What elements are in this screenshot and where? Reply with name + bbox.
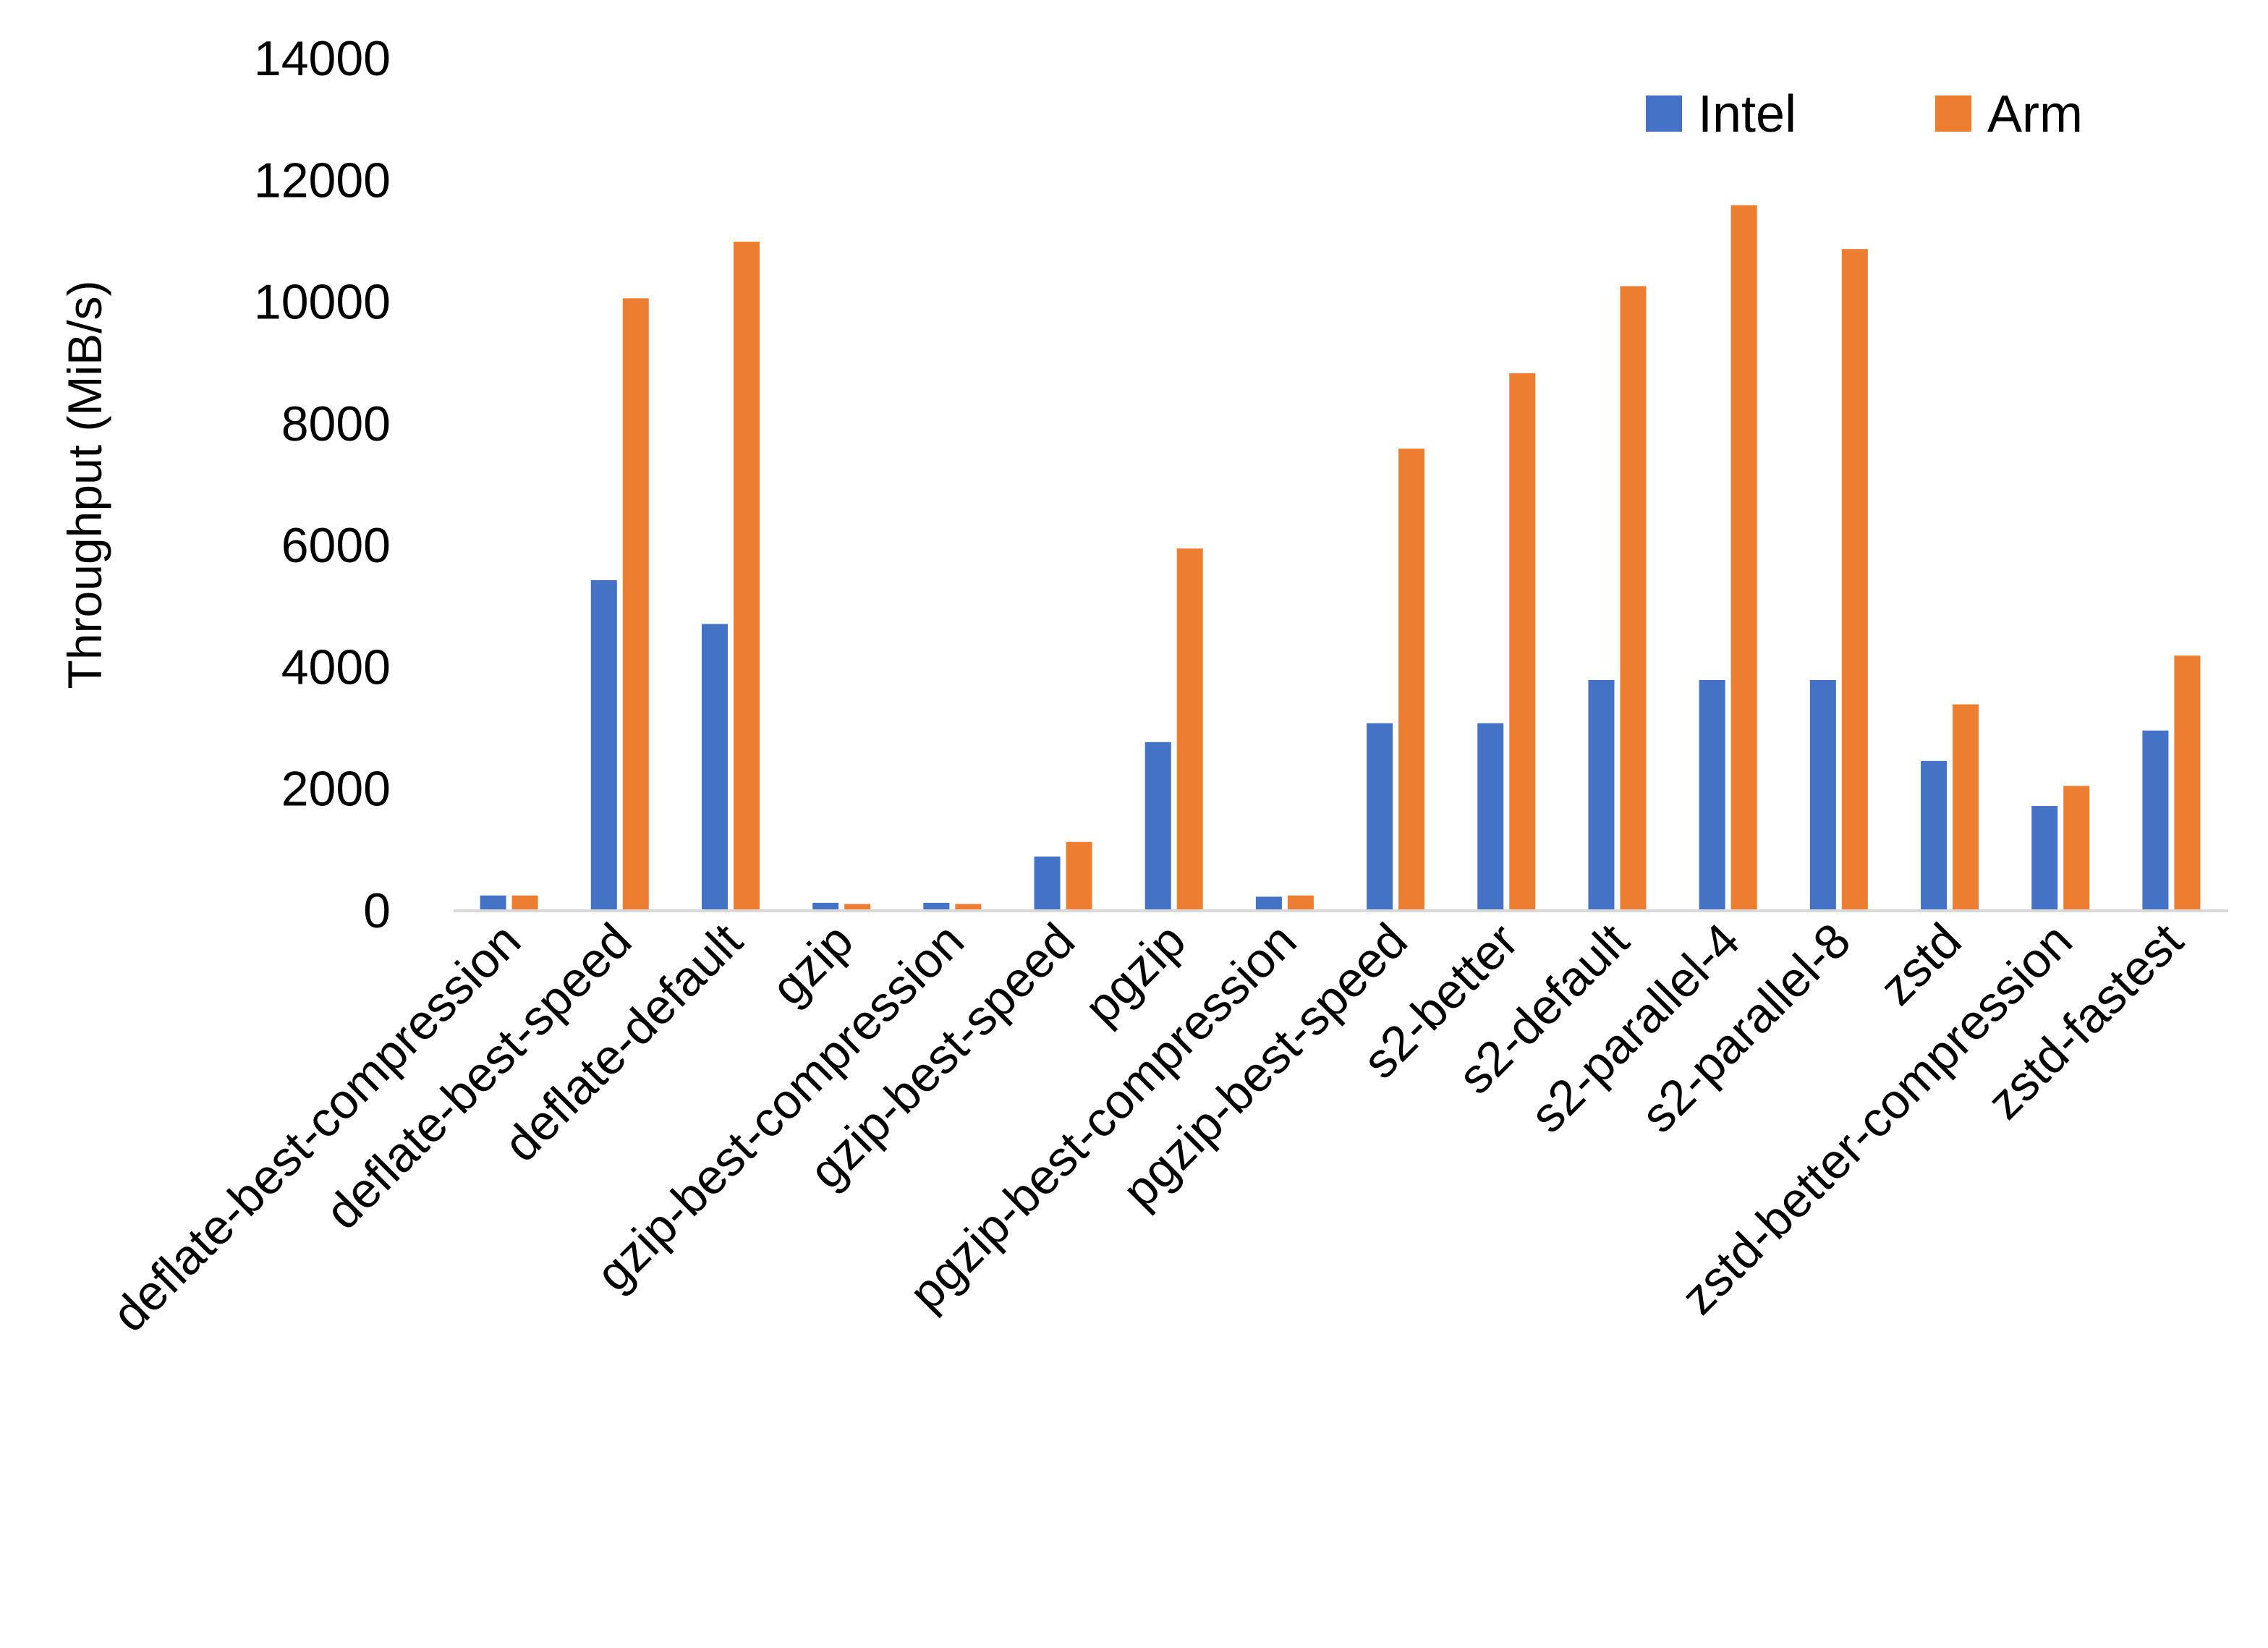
bar-intel-s2-better [1477,723,1504,910]
bar-arm-s2-parallel-8 [1841,249,1868,910]
bar-arm-deflate-best-speed [622,298,649,911]
bar-arm-pgzip-best-compression [1287,895,1314,910]
legend-swatch-arm [1935,95,1971,132]
bar-intel-pgzip-best-compression [1255,896,1282,910]
bar-arm-zstd-fastest [2174,655,2201,910]
bar-arm-deflate-best-compression [511,895,538,910]
bar-arm-gzip-best-speed [1066,841,1092,910]
legend-label-arm: Arm [1987,85,2083,143]
bar-intel-deflate-default [701,624,728,910]
bar-intel-gzip [812,902,839,910]
y-axis-label: Throughput (MiB/s) [58,281,111,689]
bar-intel-gzip-best-speed [1034,856,1061,910]
bar-intel-zstd-better-compression [2031,806,2058,910]
y-tick-label: 6000 [281,518,391,573]
bar-intel-s2-parallel-8 [1809,679,1836,910]
bar-arm-s2-parallel-4 [1730,205,1757,910]
y-tick-label: 2000 [281,762,391,817]
bar-arm-pgzip-best-speed [1398,449,1425,910]
legend-label-intel: Intel [1698,85,1796,143]
bar-intel-gzip-best-compression [923,902,950,910]
y-tick-label: 10000 [254,275,391,330]
legend-swatch-intel [1646,95,1682,132]
bar-arm-gzip-best-compression [955,904,982,910]
y-tick-label: 14000 [254,31,391,86]
y-tick-label: 4000 [281,640,391,695]
bar-arm-zstd-better-compression [2063,786,2090,910]
bar-intel-zstd [1921,760,1948,910]
bar-arm-gzip [844,904,871,910]
bar-arm-s2-default [1620,286,1647,910]
bar-intel-deflate-best-speed [590,579,617,910]
bar-intel-deflate-best-compression [480,895,506,910]
bar-arm-pgzip [1176,548,1203,910]
y-tick-label: 8000 [281,396,391,451]
bar-intel-s2-default [1588,679,1615,910]
bar-arm-s2-better [1509,373,1536,910]
bar-intel-s2-parallel-4 [1699,679,1725,910]
y-tick-label: 0 [363,883,391,938]
bar-arm-zstd [1953,704,1979,910]
bar-intel-zstd-fastest [2142,730,2169,910]
x-tick-label: deflate-best-compression [102,913,532,1343]
y-tick-label: 12000 [254,153,391,208]
bar-intel-pgzip-best-speed [1367,723,1393,910]
bar-arm-deflate-default [733,242,760,910]
bar-intel-pgzip [1144,742,1171,910]
